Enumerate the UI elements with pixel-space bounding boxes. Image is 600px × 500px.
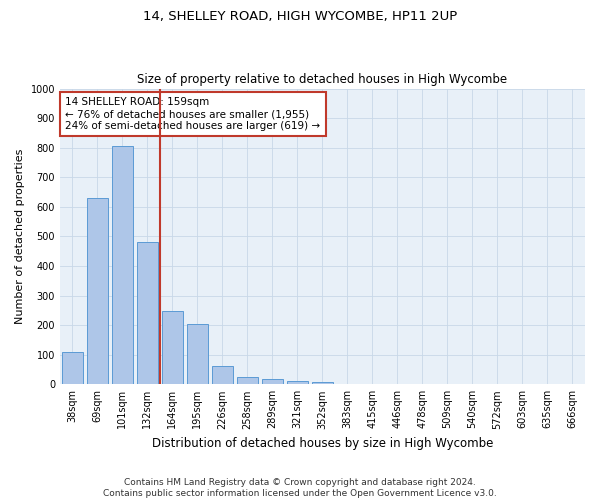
X-axis label: Distribution of detached houses by size in High Wycombe: Distribution of detached houses by size … — [152, 437, 493, 450]
Bar — [62, 352, 83, 384]
Bar — [137, 242, 158, 384]
Y-axis label: Number of detached properties: Number of detached properties — [15, 148, 25, 324]
Bar — [262, 379, 283, 384]
Bar — [287, 382, 308, 384]
Bar — [237, 376, 258, 384]
Bar — [187, 324, 208, 384]
Bar — [312, 382, 333, 384]
Text: 14 SHELLEY ROAD: 159sqm
← 76% of detached houses are smaller (1,955)
24% of semi: 14 SHELLEY ROAD: 159sqm ← 76% of detache… — [65, 98, 320, 130]
Text: 14, SHELLEY ROAD, HIGH WYCOMBE, HP11 2UP: 14, SHELLEY ROAD, HIGH WYCOMBE, HP11 2UP — [143, 10, 457, 23]
Bar — [162, 311, 183, 384]
Bar — [212, 366, 233, 384]
Title: Size of property relative to detached houses in High Wycombe: Size of property relative to detached ho… — [137, 73, 508, 86]
Bar — [112, 146, 133, 384]
Bar — [87, 198, 108, 384]
Text: Contains HM Land Registry data © Crown copyright and database right 2024.
Contai: Contains HM Land Registry data © Crown c… — [103, 478, 497, 498]
